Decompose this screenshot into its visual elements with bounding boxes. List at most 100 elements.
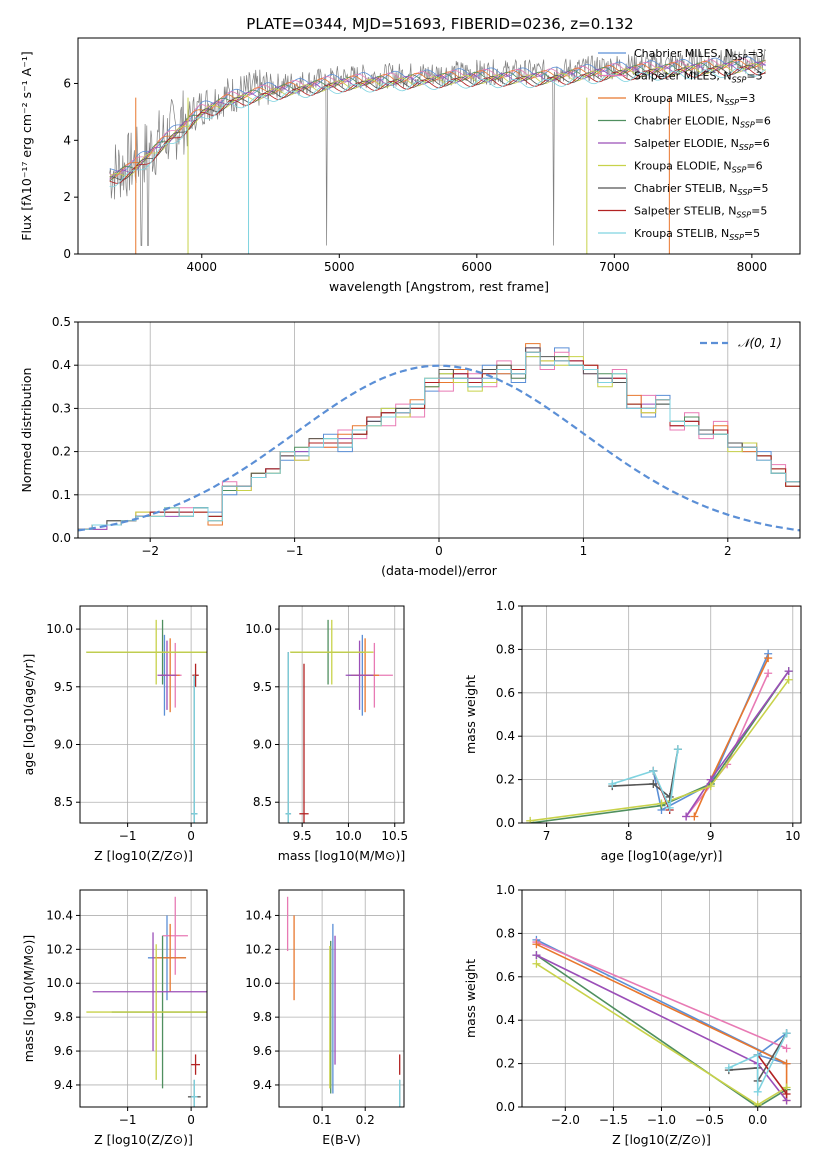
y-tick-label: 0 [63, 247, 71, 261]
y-tick-label: 9.4 [54, 1078, 73, 1092]
y-tick-label: 0.4 [52, 358, 71, 372]
x-tick-label: −2.0 [551, 1113, 580, 1127]
legend-value: =5 [752, 182, 768, 195]
x-tick-label: −1 [286, 544, 304, 558]
weight-line [728, 1032, 788, 1093]
y-tick-label: 0.8 [496, 642, 515, 656]
x-axis-label: (data-model)/error [381, 563, 498, 578]
spectrum-lines [109, 48, 766, 254]
y-tick-label: 0.0 [496, 816, 515, 830]
mass-EBV-frame [278, 889, 405, 1108]
x-axis-label: age [log10(age/yr)] [601, 848, 723, 863]
weight-marker [532, 951, 541, 960]
legend-label: Kroupa MILES, NSSP=3 [634, 92, 755, 107]
y-tick-label: 9.8 [253, 1010, 272, 1024]
model-spectrum-line [109, 60, 766, 182]
y-tick-label: 10.4 [46, 908, 73, 922]
weight-marker [649, 766, 658, 775]
x-tick-label: −2 [141, 544, 159, 558]
mass-EBV-axes: 0.1 0.2 9.4 9.6 9.8 10.0 10.2 10.4 E(B-V) [245, 890, 404, 1147]
x-tick-label: −1 [119, 829, 137, 843]
y-tick-label: 10.0 [245, 622, 272, 636]
legend-label: Salpeter STELIB, NSSP=5 [634, 205, 767, 220]
residual-histogram-step [78, 351, 800, 530]
y-tick-label: 9.0 [54, 738, 73, 752]
weight-Z-frame [521, 889, 802, 1108]
y-tick-label: 0.2 [52, 445, 71, 459]
spectrum-frame [77, 37, 801, 255]
x-tick-label: 0 [435, 544, 443, 558]
y-axis-label: mass [log10(M/M⊙)] [21, 935, 36, 1063]
residual-histogram-step [78, 347, 800, 530]
legend-label: Kroupa STELIB, NSSP=5 [634, 227, 760, 242]
residual-histograms [78, 343, 800, 532]
weight-age-lines [526, 649, 793, 823]
x-tick-label: 0 [187, 829, 195, 843]
weight-marker [753, 1087, 762, 1096]
y-tick-label: 0.2 [496, 773, 515, 787]
y-tick-label: 0.2 [496, 1057, 515, 1071]
legend-value: =3 [746, 70, 762, 83]
y-tick-label: 2 [63, 190, 71, 204]
weight-line [536, 939, 788, 1065]
x-tick-label: 0.1 [313, 1113, 332, 1127]
weight-marker [706, 782, 715, 791]
y-tick-label: 9.6 [54, 1044, 73, 1058]
weight-age-axes: 7 8 9 10 0.0 0.2 0.4 0.6 0.8 1.0 age [log10(age/yr… [463, 599, 801, 863]
legend-label: 𝒩(0, 1) [738, 336, 782, 350]
legend-subscript: SSP [732, 166, 747, 175]
weight-marker [784, 667, 793, 676]
y-tick-label: 10.0 [46, 622, 73, 636]
y-axis-label: mass weight [463, 675, 478, 754]
spectrum-legend: Chabrier MILES, NSSP=3 Salpeter MILES, NS… [598, 47, 771, 242]
weight-marker [532, 940, 541, 949]
legend-label: Chabrier ELODIE, NSSP=6 [634, 115, 771, 130]
y-tick-label: 9.4 [253, 1078, 272, 1092]
weight-marker [782, 1059, 791, 1068]
x-axis-label: E(B-V) [322, 1132, 361, 1147]
legend-value: =3 [747, 47, 763, 60]
y-axis-label: Normed distribution [19, 368, 34, 493]
weight-Z-axes: −2.0 −1.5 −1.0 −0.5 0.0 0.0 0.2 0.4 0.6 0.8 1.0 Z [… [463, 883, 801, 1147]
x-tick-label: 10.5 [381, 829, 408, 843]
y-tick-label: 4 [63, 133, 71, 147]
age-mass-errorbars [285, 619, 393, 823]
x-tick-label: 1 [580, 544, 588, 558]
model-spectrum-line [109, 66, 766, 184]
x-tick-label: 10 [785, 829, 800, 843]
x-tick-label: 10.0 [335, 829, 362, 843]
x-tick-label: 8000 [737, 260, 768, 274]
y-tick-label: 9.0 [253, 738, 272, 752]
mass-Z-errorbars [86, 896, 207, 1107]
x-axis-label: Z [log10(Z/Z⊙)] [612, 1132, 711, 1147]
x-tick-label: −1 [119, 1113, 137, 1127]
y-axis-label: age [log10(age/yr)] [21, 654, 36, 776]
y-axis-label: mass weight [463, 959, 478, 1038]
legend-value: =6 [755, 115, 771, 128]
mass-Z-axes: −1 0 9.4 9.6 9.8 10.0 10.2 10.4 Z [log10(Z/Z⊙)] m… [21, 890, 207, 1147]
weight-line [757, 1054, 788, 1095]
normal-curve [78, 364, 800, 532]
spectrum-axes: 4000 5000 6000 7000 8000 0 2 4 6 wavelength [Angs… [19, 51, 767, 294]
model-spectrum-line [109, 61, 766, 180]
y-tick-label: 0.5 [52, 315, 71, 329]
x-tick-label: 2 [724, 544, 732, 558]
y-tick-label: 9.8 [54, 1010, 73, 1024]
legend-label: Salpeter MILES, NSSP=3 [634, 70, 763, 85]
y-tick-label: 9.5 [54, 680, 73, 694]
legend-label: Kroupa ELODIE, NSSP=6 [634, 160, 763, 175]
residuals-axes: −2 −1 0 1 2 0.0 0.1 0.2 0.3 0.4 0.5 (data-model)/er… [19, 315, 800, 578]
y-tick-label: 0.0 [496, 1100, 515, 1114]
weight-marker [753, 1050, 762, 1059]
y-tick-label: 10.0 [245, 976, 272, 990]
y-tick-label: 6 [63, 76, 71, 90]
y-tick-label: 1.0 [496, 883, 515, 897]
x-tick-label: 7000 [599, 260, 630, 274]
legend-label: Chabrier STELIB, NSSP=5 [634, 182, 768, 197]
weight-marker [649, 779, 658, 788]
y-tick-label: 9.6 [253, 1044, 272, 1058]
weight-marker [784, 675, 793, 684]
y-tick-label: 10.2 [46, 942, 73, 956]
residual-histogram-step [78, 351, 800, 530]
legend-value: =3 [739, 92, 755, 105]
